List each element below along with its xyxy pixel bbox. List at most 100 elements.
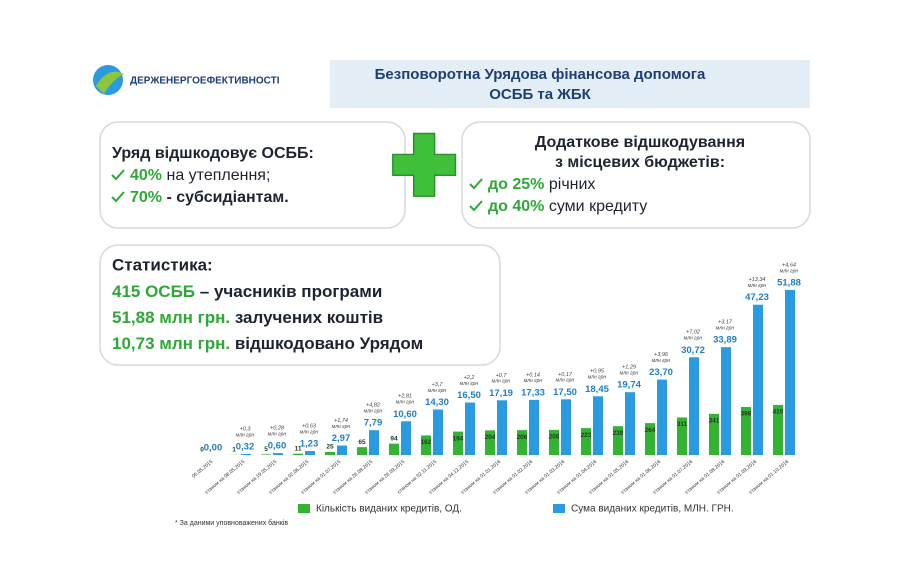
sum-label: 0,00: [204, 443, 223, 454]
item: 70% - субсидіантам.: [130, 189, 289, 206]
bar: [357, 447, 367, 455]
stat-text: – учасників програми: [200, 282, 383, 301]
change-unit: млн грн: [460, 381, 479, 387]
bar: [785, 289, 795, 455]
highlight: 10,73 млн грн.: [112, 334, 230, 353]
change-label: +7,02: [686, 330, 700, 336]
bar: [325, 451, 335, 455]
bar: [453, 431, 463, 455]
bar: [261, 454, 271, 455]
bar: [741, 406, 751, 455]
bar: [753, 304, 763, 455]
change-unit: млн грн: [396, 400, 415, 406]
check: [111, 169, 125, 181]
stats-title: Статистика:: [112, 255, 213, 274]
count-label: 1: [232, 447, 236, 454]
sum-label: 47,23: [745, 292, 769, 303]
legend-label: Сума виданих кредитів, МЛН. ГРН.: [571, 504, 734, 515]
sum-label: 30,72: [681, 345, 705, 356]
bar: [241, 453, 251, 455]
bar: [337, 445, 347, 455]
sum-label: 23,70: [649, 367, 673, 378]
sum-label: 17,50: [553, 387, 577, 398]
change-unit: млн грн: [332, 424, 351, 430]
change-label: +3,7: [432, 382, 444, 388]
change-unit: млн грн: [620, 371, 639, 377]
change-label: +2,2: [464, 375, 475, 381]
sum-label: 1,23: [300, 439, 319, 450]
change-label: +0,14: [526, 372, 540, 378]
sum-label: 18,45: [585, 384, 609, 395]
count-label: 206: [517, 434, 528, 441]
sum-label: 14,30: [425, 397, 449, 408]
count-label: 223: [581, 432, 592, 439]
bar: [517, 430, 527, 455]
count-label: 341: [709, 418, 720, 425]
bar: [305, 451, 315, 455]
count-label: 194: [453, 435, 464, 442]
count-label: 204: [485, 434, 496, 441]
bar: [561, 399, 571, 455]
check: [111, 191, 125, 203]
bar: [625, 392, 635, 455]
box-title: Додаткове відшкодування: [535, 134, 745, 151]
bar: [613, 426, 623, 455]
change-label: +3,17: [718, 320, 733, 326]
sum-label: 19,74: [617, 380, 641, 391]
stat-text: залучених коштів: [235, 308, 383, 327]
change-unit: млн грн: [556, 378, 575, 384]
bar: [721, 347, 731, 455]
change-label: +0,3: [240, 426, 252, 432]
sum-label: 17,33: [521, 387, 545, 398]
change-unit: млн грн: [428, 388, 447, 394]
sum-label: 2,97: [332, 433, 351, 444]
highlight: 70%: [130, 189, 162, 206]
count-label: 264: [645, 427, 656, 434]
bar: [433, 409, 443, 455]
sum-label: 51,88: [777, 277, 801, 288]
change-label: +3,96: [654, 352, 669, 358]
item: до 25% річних: [488, 176, 595, 193]
bar: [645, 423, 655, 455]
count-label: 65: [358, 439, 366, 446]
logo-leaf: [96, 71, 124, 94]
change-label: +0,95: [590, 369, 605, 375]
sum-label: 0,32: [236, 441, 255, 452]
bar: [689, 357, 699, 455]
bar: [549, 429, 559, 455]
count-label: 208: [549, 434, 560, 441]
local-box: [461, 121, 811, 229]
bar: [485, 430, 495, 455]
bar: [369, 430, 379, 455]
title-band: [330, 60, 810, 108]
change-label: +0,63: [302, 424, 317, 430]
highlight: до 40%: [488, 198, 544, 215]
bar: [421, 435, 431, 455]
bar: [709, 413, 719, 455]
change-unit: млн грн: [716, 325, 735, 331]
change-unit: млн грн: [524, 378, 543, 384]
check: [469, 178, 483, 190]
item-text: на утеплення;: [166, 167, 270, 184]
title: Безповоротна Урядова фінансова допомога: [375, 66, 706, 83]
stat: 51,88 млн грн. залучених коштів: [112, 308, 383, 327]
bar: [273, 453, 283, 455]
bar: [389, 443, 399, 455]
item: 40% на утеплення;: [130, 167, 270, 184]
sum-label: 10,60: [393, 409, 417, 420]
change-label: +13,34: [749, 277, 766, 283]
count-label: 11: [295, 445, 302, 452]
bar: [593, 396, 603, 455]
count-label: 311: [677, 421, 688, 428]
bar: [529, 399, 539, 455]
item: до 40% суми кредиту: [488, 198, 647, 215]
change-unit: млн грн: [364, 409, 383, 415]
statistics-box: [99, 244, 501, 366]
bar: [293, 453, 303, 455]
count-label: 162: [421, 439, 432, 446]
count-label: 0: [200, 447, 204, 454]
count-label: 398: [741, 411, 752, 418]
count-label: 5: [264, 446, 268, 453]
stat: 415 ОСББ – учасників програми: [112, 282, 382, 301]
